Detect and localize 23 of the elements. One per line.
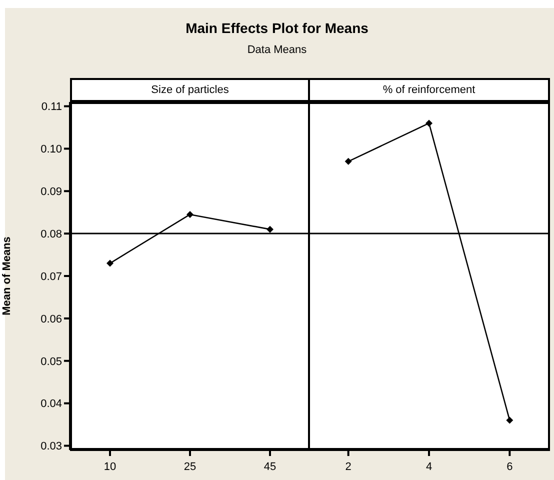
y-tick-label: 0.09 xyxy=(40,186,62,198)
y-tick-label: 0.05 xyxy=(40,356,62,368)
y-tick-label: 0.11 xyxy=(41,101,62,114)
y-tick-label: 0.04 xyxy=(40,398,62,410)
x-tick-label: 2 xyxy=(345,460,352,473)
y-tick-label: 0.07 xyxy=(40,270,62,283)
text: Main Effects Plot for Means xyxy=(184,20,370,36)
y-tick-label: 0.06 xyxy=(40,313,62,326)
y-tick-label: 0.08 xyxy=(40,228,62,240)
point xyxy=(186,210,194,218)
x-tick-label: 25 xyxy=(184,460,196,473)
chart-title: Size of particles xyxy=(70,78,310,102)
y-tick-label: 0.10 xyxy=(40,144,62,156)
point xyxy=(266,226,274,233)
x-tick-label: 10 xyxy=(104,460,116,473)
x-tick-label: 6 xyxy=(506,460,513,473)
point xyxy=(106,260,114,267)
text: Data Means xyxy=(246,44,308,56)
chart-title: % of reinforcement xyxy=(308,78,550,102)
y-tick-label: 0.03 xyxy=(40,440,62,453)
y-axis-title: Mean of Means xyxy=(0,236,13,316)
x-tick-label: 45 xyxy=(264,460,276,473)
x-tick-label: 4 xyxy=(426,460,432,473)
